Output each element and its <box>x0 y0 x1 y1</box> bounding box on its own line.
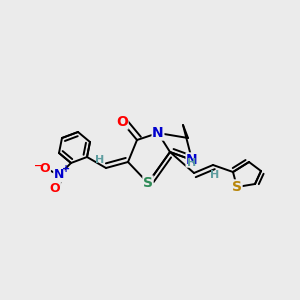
Text: O: O <box>40 161 50 175</box>
Text: S: S <box>143 176 153 190</box>
Text: O: O <box>50 182 60 194</box>
Text: N: N <box>186 153 198 167</box>
Text: S: S <box>232 180 242 194</box>
Text: +: + <box>62 164 70 174</box>
Text: N: N <box>152 126 164 140</box>
Text: N: N <box>54 169 64 182</box>
Text: H: H <box>188 158 196 168</box>
Text: −: − <box>34 161 42 171</box>
Text: H: H <box>95 155 105 165</box>
Text: O: O <box>116 115 128 129</box>
Text: H: H <box>210 170 220 180</box>
